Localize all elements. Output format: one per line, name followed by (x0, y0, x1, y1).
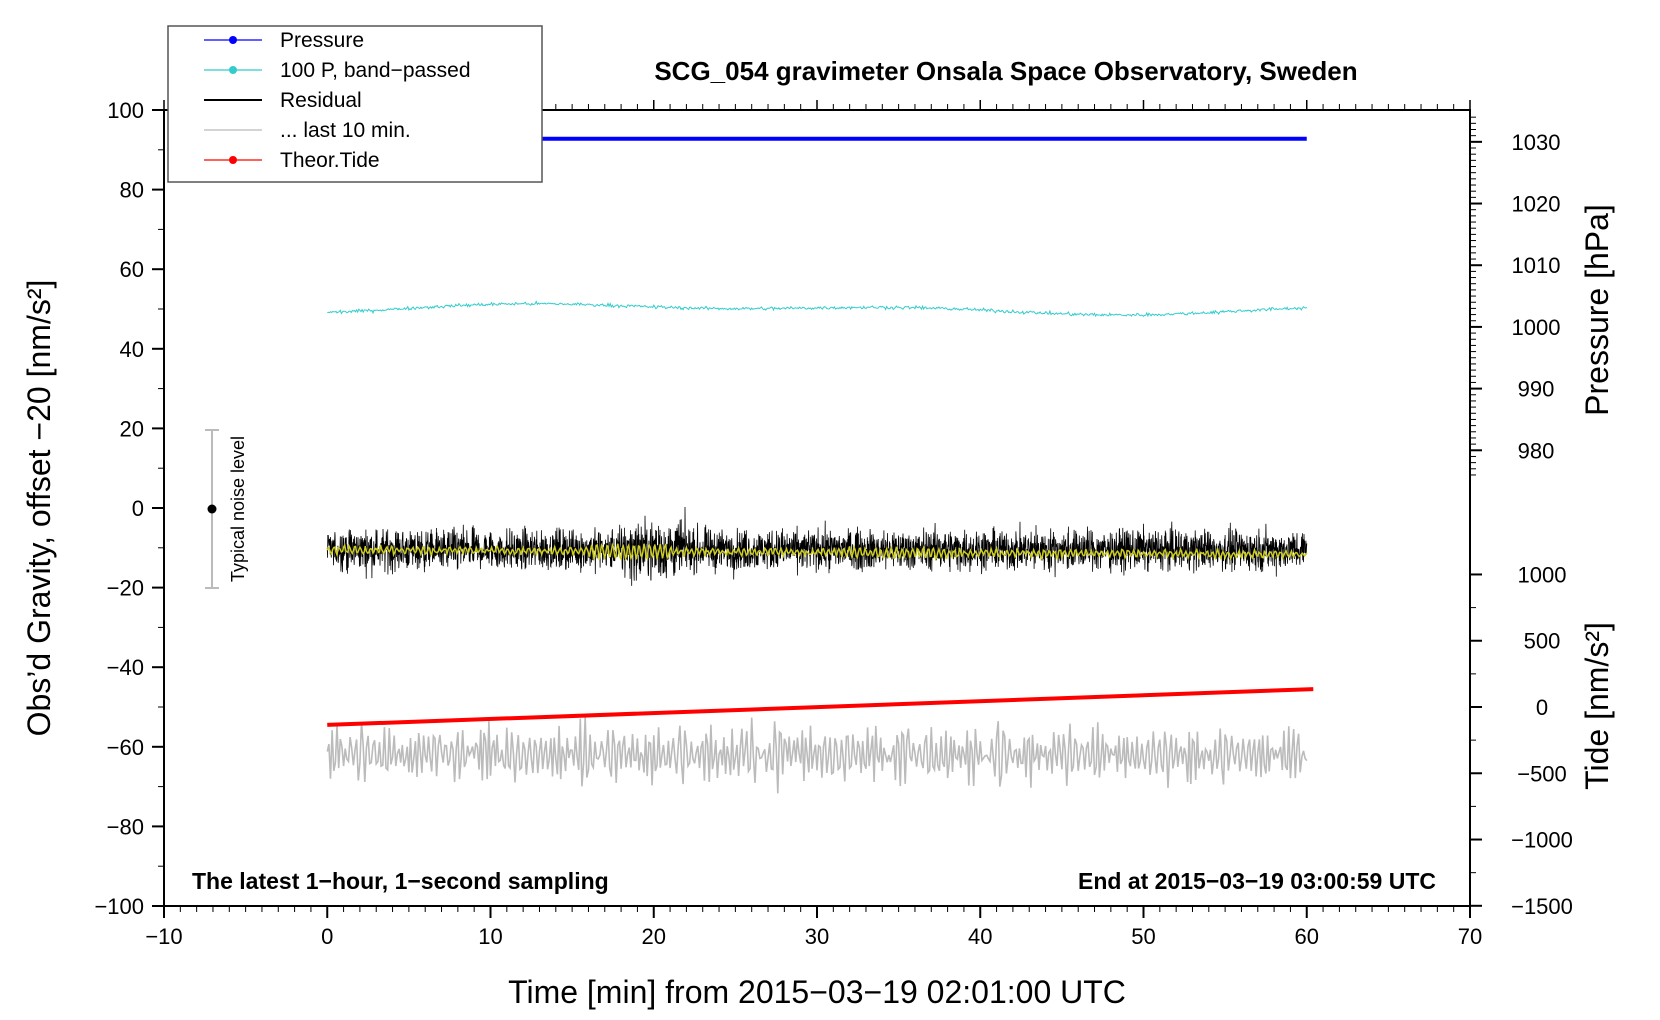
legend-label: ... last 10 min. (280, 119, 411, 142)
plot-frame (163, 109, 1471, 907)
noise-level-indicator: Typical noise level (205, 429, 248, 589)
chart-title: SCG_054 gravimeter Onsala Space Observat… (654, 56, 1357, 86)
noise-bar-center-dot (207, 504, 217, 514)
x-tick-label: 70 (1458, 924, 1482, 949)
legend-label: Pressure (280, 29, 364, 52)
legend-entries: Pressure 100 P, band−passed Residual ... la… (204, 29, 471, 172)
y-axis-tide: −1500 −1000 −500 0 500 1000 (1470, 562, 1573, 919)
y-axis-pressure: 980 990 1000 1010 1020 1030 (1470, 116, 1561, 476)
pressure-tick-label: 1020 (1512, 192, 1561, 217)
y-axis-left-title: Obs’d Gravity, offset −20 [nm/s²] (21, 280, 57, 737)
annotation-sampling: The latest 1−hour, 1−second sampling (192, 868, 609, 894)
y-tick-label: 80 (120, 178, 144, 203)
x-tick-label: 50 (1131, 924, 1155, 949)
legend-label: Theor.Tide (280, 149, 380, 172)
tide-tick-label: −1500 (1511, 894, 1573, 919)
y-axis-pressure-title: Pressure [hPa] (1579, 204, 1615, 416)
y-tick-label: 100 (107, 98, 144, 123)
tide-tick-label: −1000 (1511, 828, 1573, 853)
x-tick-label: −10 (145, 924, 182, 949)
tide-tick-label: 1000 (1518, 562, 1567, 587)
x-axis-title: Time [min] from 2015−03−19 02:01:00 UTC (508, 974, 1126, 1010)
legend-marker (229, 66, 237, 74)
legend: Pressure 100 P, band−passed Residual ... la… (167, 25, 543, 183)
y-axis-tide-title: Tide [nm/s²] (1579, 622, 1615, 790)
annotation-end-time: End at 2015−03−19 03:00:59 UTC (1078, 868, 1436, 894)
noise-label: Typical noise level (228, 436, 248, 582)
legend-label: 100 P, band−passed (280, 59, 471, 82)
series-residual-smoothed (326, 542, 1308, 562)
pressure-tick-label: 980 (1518, 438, 1555, 463)
series-theoretical-tide (327, 687, 1314, 727)
x-axis: −10 0 10 20 30 40 50 60 70 (145, 100, 1482, 949)
x-tick-label: 60 (1295, 924, 1319, 949)
legend-marker (229, 36, 237, 44)
y-axis-left: −100 −80 −60 −40 −20 0 20 40 60 80 100 (94, 98, 164, 919)
legend-label: Residual (280, 89, 362, 112)
y-tick-label: −100 (94, 894, 144, 919)
y-tick-label: −20 (107, 576, 144, 601)
series-residual (326, 506, 1308, 586)
x-tick-label: 20 (642, 924, 666, 949)
legend-marker (229, 156, 237, 164)
series-band-passed-pressure (327, 300, 1308, 318)
x-tick-label: 30 (805, 924, 829, 949)
x-tick-label: 40 (968, 924, 992, 949)
y-tick-label: 20 (120, 416, 144, 441)
y-tick-label: −80 (107, 814, 144, 839)
y-tick-label: 60 (120, 257, 144, 282)
tide-tick-label: 0 (1536, 695, 1548, 720)
y-tick-label: 0 (132, 496, 144, 521)
tide-tick-label: −500 (1517, 761, 1567, 786)
legend-box (167, 25, 543, 183)
pressure-tick-label: 1000 (1512, 315, 1561, 340)
pressure-tick-label: 1030 (1512, 130, 1561, 155)
tide-tick-label: 500 (1524, 629, 1561, 654)
y-tick-label: −40 (107, 655, 144, 680)
pressure-tick-label: 990 (1518, 377, 1555, 402)
x-tick-label: 10 (478, 924, 502, 949)
series-last-10-min (326, 715, 1308, 794)
y-tick-label: −60 (107, 735, 144, 760)
y-tick-label: 40 (120, 337, 144, 362)
pressure-tick-label: 1010 (1512, 253, 1561, 278)
series-layer (326, 136, 1314, 794)
x-tick-label: 0 (321, 924, 333, 949)
